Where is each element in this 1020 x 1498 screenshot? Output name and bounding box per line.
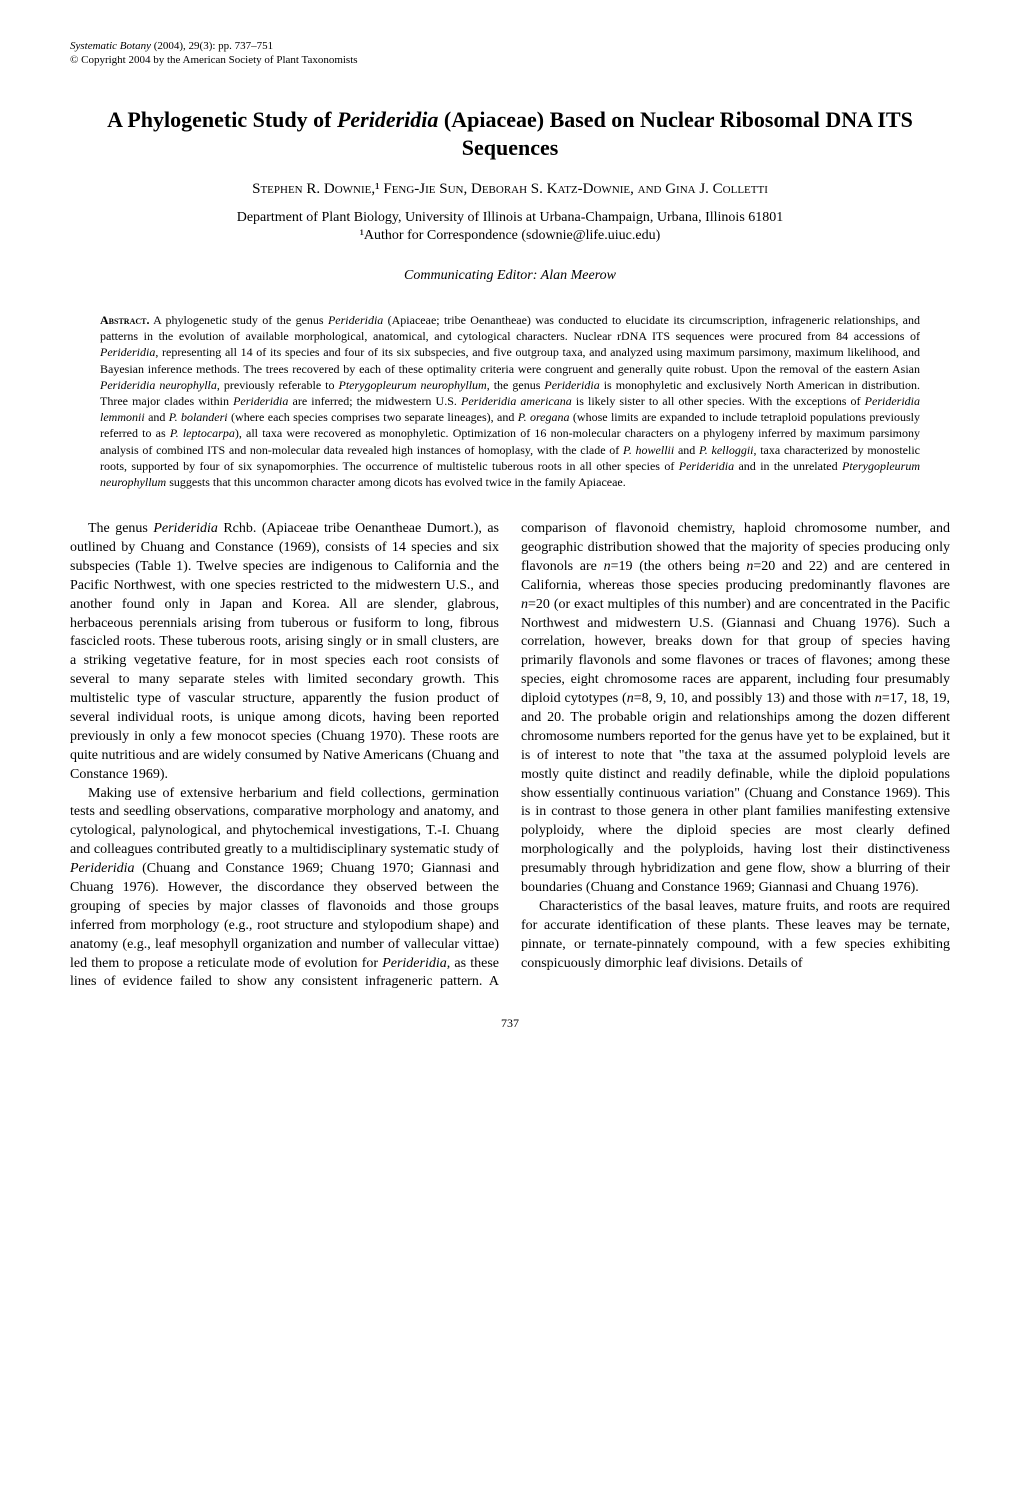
journal-header: Systematic Botany (2004), 29(3): pp. 737… [70, 40, 950, 52]
copyright-notice: © Copyright 2004 by the American Society… [70, 54, 950, 66]
page-number: 737 [70, 1016, 950, 1031]
correspondence: ¹Author for Correspondence (sdownie@life… [70, 228, 950, 244]
abstract-text: A phylogenetic study of the genus Peride… [100, 313, 920, 489]
title-genus: Perideridia [337, 107, 438, 132]
abstract-label: Abstract. [100, 313, 149, 327]
body-paragraph: The genus Perideridia Rchb. (Apiaceae tr… [70, 520, 499, 784]
journal-year-vol: (2004), 29(3): pp. 737–751 [151, 40, 273, 52]
abstract: Abstract. A phylogenetic study of the ge… [100, 312, 920, 490]
article-body: The genus Perideridia Rchb. (Apiaceae tr… [70, 520, 950, 992]
body-paragraph: Characteristics of the basal leaves, mat… [521, 898, 950, 974]
affiliation: Department of Plant Biology, University … [70, 210, 950, 226]
communicating-editor: Communicating Editor: Alan Meerow [70, 268, 950, 284]
title-prefix: A Phylogenetic Study of [107, 107, 337, 132]
authors: Stephen R. Downie,¹ Feng-Jie Sun, Debora… [70, 181, 950, 198]
journal-name: Systematic Botany [70, 40, 151, 52]
title-suffix: (Apiaceae) Based on Nuclear Ribosomal DN… [438, 107, 912, 160]
article-title: A Phylogenetic Study of Perideridia (Api… [70, 106, 950, 161]
